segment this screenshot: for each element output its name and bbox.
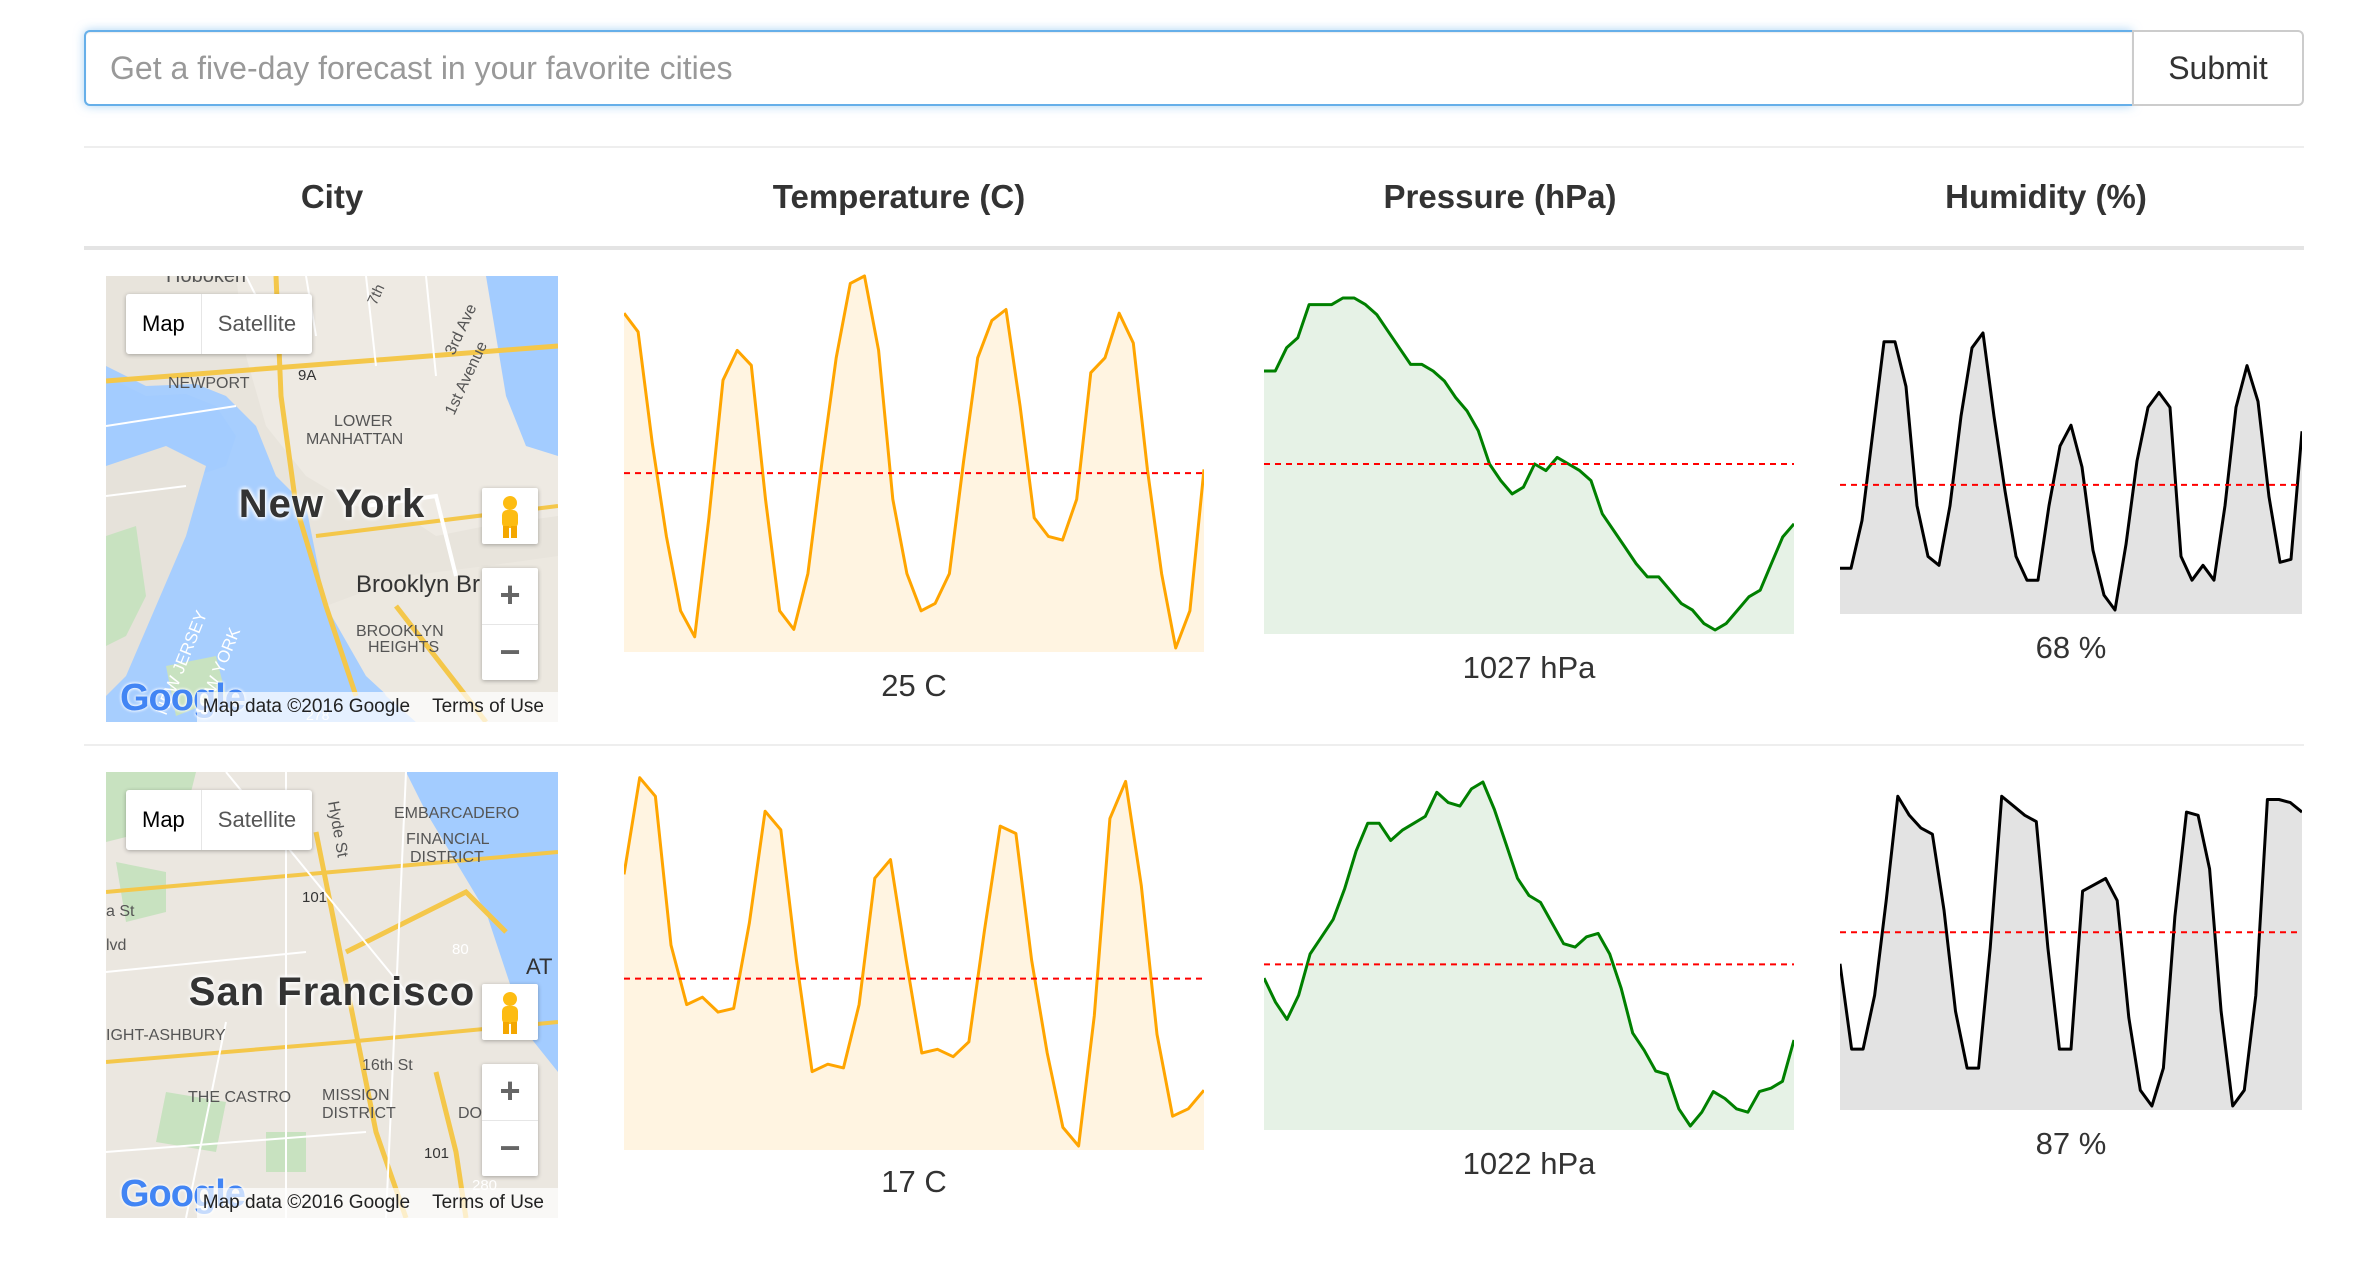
- search-input[interactable]: [84, 30, 2132, 106]
- temperature-area-fill: [624, 777, 1204, 1150]
- svg-text:IGHT-ASHBURY: IGHT-ASHBURY: [106, 1027, 226, 1044]
- temperature-area-fill: [624, 276, 1204, 652]
- terms-of-use-link[interactable]: Terms of Use: [432, 696, 544, 717]
- map-data-credit: Map data ©2016 Google: [202, 1192, 411, 1213]
- zoom-controls: + −: [482, 1064, 538, 1176]
- table-row: Hoboken NEWPORT LOWER MANHATTAN Brooklyn…: [84, 250, 2304, 744]
- svg-text:DO: DO: [458, 1105, 482, 1122]
- map-city-label: New York: [238, 482, 426, 526]
- humidity-caption: 87 %: [2035, 1126, 2107, 1161]
- svg-text:EMBARCADERO: EMBARCADERO: [394, 805, 519, 822]
- zoom-in-button[interactable]: +: [482, 1064, 538, 1121]
- map-view-button[interactable]: Map: [142, 807, 185, 832]
- zoom-in-button[interactable]: +: [482, 568, 538, 625]
- forecast-table: City Temperature (C) Pressure (hPa) Humi…: [84, 146, 2304, 1240]
- svg-text:MANHATTAN: MANHATTAN: [306, 431, 403, 448]
- temperature-caption: 25 C: [881, 668, 947, 703]
- map-city-label: San Francisco: [188, 970, 476, 1014]
- search-form: Submit: [84, 30, 2304, 106]
- pressure-area-fill: [1264, 782, 1794, 1130]
- humidity-chart: [1840, 794, 2302, 1110]
- header-temperature: Temperature (C): [772, 178, 1026, 215]
- row-divider: [84, 744, 2304, 746]
- pressure-chart: [1264, 780, 1794, 1130]
- svg-text:lvd: lvd: [106, 937, 126, 954]
- temperature-series-line: [624, 776, 1204, 1148]
- svg-text:101: 101: [424, 1145, 449, 1162]
- svg-text:LOWER: LOWER: [334, 413, 393, 430]
- humidity-chart: [1840, 331, 2302, 614]
- street-view-pegman-icon[interactable]: [482, 984, 538, 1040]
- svg-text:Hoboken: Hoboken: [166, 276, 246, 287]
- pressure-series-line: [1264, 780, 1794, 1128]
- header-humidity: Humidity (%): [1945, 178, 2147, 215]
- satellite-view-button[interactable]: Satellite: [200, 294, 312, 354]
- svg-text:80: 80: [452, 941, 469, 958]
- svg-text:HEIGHTS: HEIGHTS: [368, 639, 439, 656]
- pressure-chart: [1264, 296, 1794, 634]
- humidity-area-fill: [1840, 332, 2302, 614]
- svg-text:Brooklyn Br: Brooklyn Br: [356, 571, 480, 598]
- svg-text:FINANCIAL: FINANCIAL: [406, 831, 490, 848]
- terms-of-use-link[interactable]: Terms of Use: [432, 1192, 544, 1213]
- temperature-series-line: [624, 274, 1204, 650]
- map-view-button[interactable]: Map: [142, 311, 185, 336]
- zoom-controls: + −: [482, 568, 538, 680]
- svg-text:101: 101: [302, 889, 327, 906]
- svg-text:MISSION: MISSION: [322, 1087, 390, 1104]
- svg-text:BROOKLYN: BROOKLYN: [356, 623, 444, 640]
- header-pressure: Pressure (hPa): [1383, 178, 1617, 215]
- humidity-series-line: [1840, 794, 2302, 1108]
- humidity-caption: 68 %: [2035, 630, 2107, 665]
- pressure-series-line: [1264, 296, 1794, 632]
- map-data-credit: Map data ©2016 Google: [202, 696, 411, 717]
- submit-button[interactable]: Submit: [2132, 30, 2304, 106]
- table-top-divider: [84, 146, 2304, 148]
- svg-text:NEWPORT: NEWPORT: [168, 375, 250, 392]
- svg-text:THE CASTRO: THE CASTRO: [188, 1089, 291, 1106]
- table-header-row: City Temperature (C) Pressure (hPa) Humi…: [84, 148, 2304, 246]
- map-type-toggle: Map Satellite: [126, 294, 313, 354]
- svg-text:9A: 9A: [298, 367, 316, 384]
- humidity-area-fill: [1840, 796, 2302, 1110]
- city-map[interactable]: EMBARCADERO FINANCIAL DISTRICT Hyde St 1…: [106, 772, 558, 1218]
- satellite-view-button[interactable]: Satellite: [200, 790, 312, 850]
- temperature-chart: [624, 776, 1204, 1150]
- pressure-caption: 1022 hPa: [1462, 1146, 1596, 1181]
- humidity-series-line: [1840, 331, 2302, 612]
- header-city: City: [300, 178, 364, 215]
- street-view-pegman-icon[interactable]: [482, 488, 538, 544]
- table-row: EMBARCADERO FINANCIAL DISTRICT Hyde St 1…: [84, 746, 2304, 1240]
- zoom-out-button[interactable]: −: [499, 1127, 521, 1168]
- zoom-out-button[interactable]: −: [499, 631, 521, 672]
- temperature-chart: [624, 274, 1204, 652]
- temperature-caption: 17 C: [881, 1164, 947, 1199]
- map-type-toggle: Map Satellite: [126, 790, 313, 850]
- svg-text:DISTRICT: DISTRICT: [322, 1105, 396, 1122]
- map-attribution: Map data ©2016 Google Terms of Use: [196, 692, 558, 722]
- map-attribution: Map data ©2016 Google Terms of Use: [196, 1188, 558, 1218]
- svg-text:16th St: 16th St: [362, 1057, 413, 1074]
- table-header-divider: [84, 246, 2304, 250]
- svg-text:DISTRICT: DISTRICT: [410, 849, 484, 866]
- city-map[interactable]: Hoboken NEWPORT LOWER MANHATTAN Brooklyn…: [106, 276, 558, 722]
- svg-text:a St: a St: [106, 903, 135, 920]
- pressure-area-fill: [1264, 298, 1794, 634]
- svg-text:AT: AT: [526, 954, 552, 979]
- pressure-caption: 1027 hPa: [1462, 650, 1596, 685]
